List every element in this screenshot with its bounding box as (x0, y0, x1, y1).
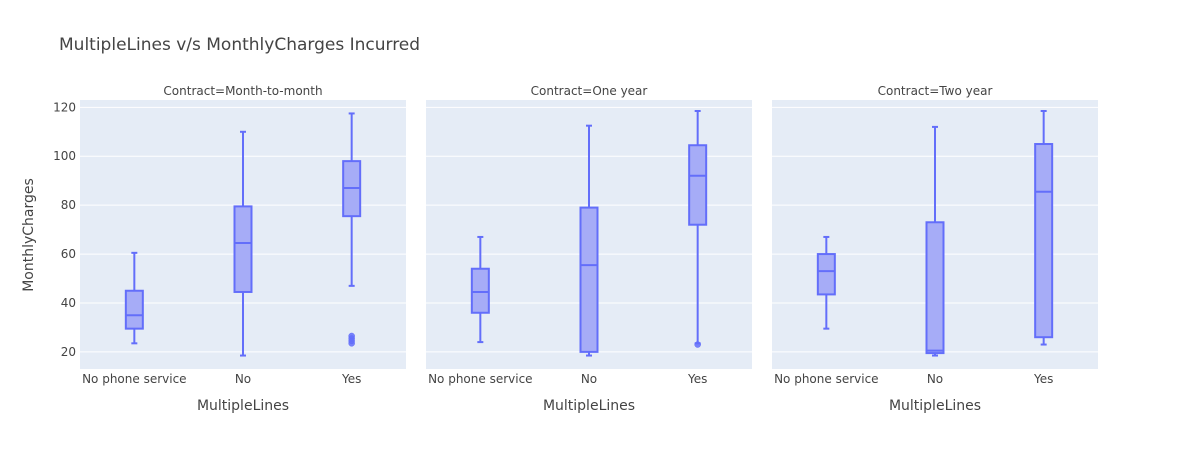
chart-title: MultipleLines v/s MonthlyCharges Incurre… (59, 35, 420, 55)
box-iqr (470, 267, 490, 314)
y-tick-label: 20 (61, 345, 76, 359)
box-plot (925, 125, 945, 357)
box-iqr (925, 221, 945, 355)
y-tick-label: 60 (61, 247, 76, 261)
box-plot (124, 251, 144, 345)
box-plot (579, 124, 599, 357)
box-iqr (816, 253, 836, 296)
x-axis-title: MultipleLines (889, 398, 981, 414)
facet-panel: Contract=One year No phone service No Yes Mu… (426, 84, 752, 414)
x-axis-title: MultipleLines (543, 398, 635, 414)
y-axis-title: MonthlyCharges (21, 178, 37, 292)
box-plot (470, 235, 490, 344)
facet-label: Contract=Two year (878, 84, 993, 98)
box-iqr (124, 289, 144, 330)
box-iqr (1034, 143, 1054, 339)
outlier-point (348, 332, 355, 340)
facet-label: Contract=One year (531, 84, 648, 98)
box-plot (1034, 110, 1054, 346)
y-tick-label: 40 (61, 296, 76, 310)
x-tick-label: No phone service (774, 372, 878, 386)
x-axis-title: MultipleLines (197, 398, 289, 414)
facet-label: Contract=Month-to-month (163, 84, 322, 98)
x-tick-label: No phone service (428, 372, 532, 386)
outlier-point (694, 341, 701, 348)
facets: Contract=Month-to-month 20 40 60 80 100 120 No … (53, 84, 1098, 414)
y-tick-label: 100 (53, 149, 76, 163)
box-plot (816, 235, 836, 330)
box-plot (688, 110, 708, 348)
x-tick-label: No (235, 372, 251, 386)
facet-panel: Contract=Month-to-month 20 40 60 80 100 120 No … (53, 84, 406, 414)
x-tick-label: No phone service (82, 372, 186, 386)
y-tick-label: 80 (61, 198, 76, 212)
box-iqr (688, 144, 708, 226)
box-plot (342, 112, 362, 347)
x-tick-label: Yes (687, 372, 707, 386)
box-iqr (579, 206, 599, 353)
box-plot (233, 130, 253, 357)
facet-panel: Contract=Two year No phone service No Yes Mu… (772, 84, 1098, 414)
y-tick-label: 120 (53, 100, 76, 114)
x-tick-label: No (581, 372, 597, 386)
x-tick-label: Yes (1033, 372, 1053, 386)
x-tick-label: Yes (341, 372, 361, 386)
box-iqr (233, 205, 253, 293)
x-tick-label: No (927, 372, 943, 386)
